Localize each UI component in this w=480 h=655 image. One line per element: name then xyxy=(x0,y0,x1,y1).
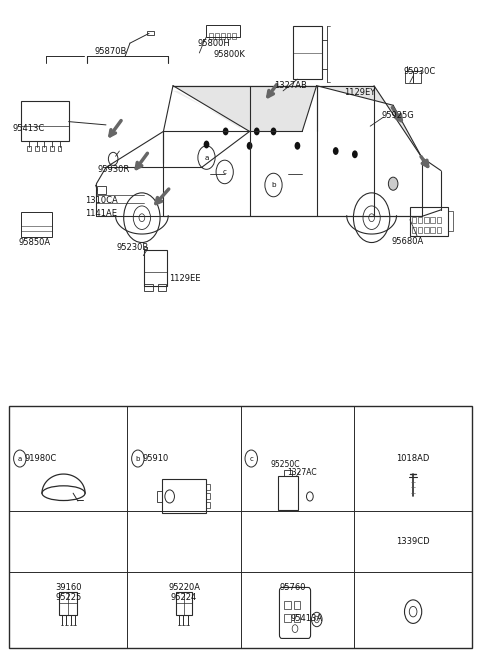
Bar xyxy=(412,227,416,233)
Text: 1129EY: 1129EY xyxy=(344,88,375,97)
Text: 1018AD: 1018AD xyxy=(396,454,430,463)
Bar xyxy=(413,71,421,83)
Bar xyxy=(176,592,192,615)
Circle shape xyxy=(388,177,398,190)
Text: a: a xyxy=(204,155,209,160)
Text: 1310CA: 1310CA xyxy=(85,196,118,205)
Bar xyxy=(405,71,413,83)
Bar xyxy=(284,614,291,622)
Bar xyxy=(215,33,219,39)
Text: 95760: 95760 xyxy=(279,583,306,591)
Circle shape xyxy=(247,142,252,150)
Text: 95224: 95224 xyxy=(171,593,197,602)
Text: 95413A: 95413A xyxy=(291,614,323,623)
Text: 95220A: 95220A xyxy=(168,583,200,591)
Polygon shape xyxy=(173,91,240,128)
Bar xyxy=(147,31,155,35)
Bar xyxy=(412,217,416,223)
Bar xyxy=(437,227,441,233)
Circle shape xyxy=(204,141,209,149)
Text: c: c xyxy=(223,169,227,175)
Text: 95680A: 95680A xyxy=(391,236,424,246)
Text: 95250C: 95250C xyxy=(271,460,300,469)
Bar xyxy=(21,101,69,141)
Text: 95230B: 95230B xyxy=(116,243,148,252)
Text: 1327AB: 1327AB xyxy=(274,81,307,90)
Circle shape xyxy=(254,128,260,136)
Bar xyxy=(21,212,52,237)
Text: 95413C: 95413C xyxy=(12,124,45,133)
Bar xyxy=(209,33,213,39)
Polygon shape xyxy=(173,86,317,132)
Text: a: a xyxy=(18,455,22,462)
Bar xyxy=(418,227,422,233)
Text: 95850A: 95850A xyxy=(19,238,51,247)
Bar xyxy=(424,217,429,223)
Text: 95225: 95225 xyxy=(55,593,82,602)
Circle shape xyxy=(352,151,358,159)
Text: 95930R: 95930R xyxy=(97,165,129,174)
Bar xyxy=(424,227,429,233)
Bar xyxy=(9,406,472,648)
Bar xyxy=(278,476,298,510)
Circle shape xyxy=(223,128,228,136)
Polygon shape xyxy=(317,86,422,158)
Bar xyxy=(431,227,435,233)
Bar xyxy=(157,284,166,291)
Text: 95925G: 95925G xyxy=(382,111,414,120)
Bar xyxy=(144,247,147,250)
Bar xyxy=(205,493,210,499)
Bar xyxy=(35,147,38,151)
Text: b: b xyxy=(136,455,140,462)
Text: 95800K: 95800K xyxy=(214,50,245,59)
Bar xyxy=(410,206,448,236)
Text: 39160: 39160 xyxy=(55,583,82,591)
Bar xyxy=(144,284,153,291)
Bar xyxy=(144,250,167,286)
Bar xyxy=(42,147,46,151)
Bar xyxy=(294,601,300,609)
Bar xyxy=(27,147,31,151)
Bar xyxy=(157,491,163,502)
Bar xyxy=(163,479,205,514)
Bar xyxy=(293,26,323,79)
Text: 95930C: 95930C xyxy=(403,67,436,76)
Circle shape xyxy=(271,128,276,136)
Text: 91980C: 91980C xyxy=(24,454,57,463)
Text: c: c xyxy=(249,455,253,462)
Text: 1327AC: 1327AC xyxy=(288,468,317,477)
Bar xyxy=(59,592,77,615)
Bar xyxy=(58,147,61,151)
Text: 95910: 95910 xyxy=(143,454,169,463)
Bar xyxy=(418,217,422,223)
Bar xyxy=(97,186,106,194)
Bar xyxy=(206,25,240,37)
Text: 95800H: 95800H xyxy=(197,39,230,48)
Circle shape xyxy=(295,142,300,150)
Text: 1141AE: 1141AE xyxy=(85,209,117,217)
Circle shape xyxy=(333,147,338,155)
Bar xyxy=(50,147,54,151)
Bar xyxy=(221,33,225,39)
Text: 1339CD: 1339CD xyxy=(396,537,430,546)
Text: 95870B: 95870B xyxy=(95,47,127,56)
Bar xyxy=(448,211,453,231)
Bar xyxy=(284,470,292,476)
Bar xyxy=(205,502,210,508)
Text: b: b xyxy=(271,182,276,188)
Bar xyxy=(284,601,291,609)
Text: 1129EE: 1129EE xyxy=(169,274,201,283)
Bar xyxy=(232,33,236,39)
Bar xyxy=(437,217,441,223)
Bar xyxy=(294,614,300,622)
Bar xyxy=(205,484,210,490)
Bar xyxy=(227,33,230,39)
Bar xyxy=(431,217,435,223)
